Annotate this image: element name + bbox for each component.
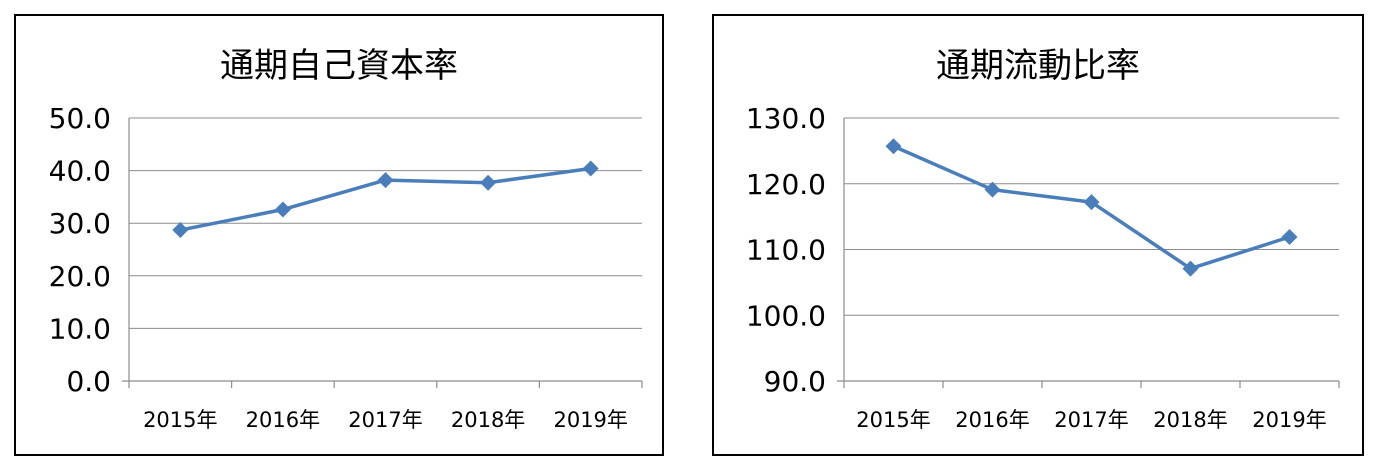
x-tick-label: 2018年 bbox=[1153, 408, 1227, 432]
y-tick-label: 30.0 bbox=[49, 207, 111, 240]
y-tick-label: 120.0 bbox=[746, 168, 826, 201]
y-tick-label: 50.0 bbox=[49, 102, 111, 135]
y-tick-label: 100.0 bbox=[746, 299, 826, 332]
y-tick-label: 40.0 bbox=[49, 155, 111, 188]
x-tick-label: 2017年 bbox=[1054, 408, 1128, 432]
chart-title: 通期自己資本率 bbox=[220, 46, 458, 86]
chart-panel-current-ratio: 通期流動比率 90.0 100.0 110.0 120.0 130.0 2015年 2016… bbox=[712, 14, 1364, 456]
x-tick-label: 2016年 bbox=[246, 408, 320, 432]
x-tick-label: 2015年 bbox=[143, 408, 217, 432]
x-tick-label: 2015年 bbox=[856, 408, 930, 432]
x-tick-label: 2019年 bbox=[553, 408, 627, 432]
y-tick-label: 20.0 bbox=[49, 260, 111, 293]
chart-plot: 0.0 10.0 20.0 30.0 40.0 50.0 2015年 2016年 2017年 20… bbox=[49, 102, 643, 432]
chart-plot: 90.0 100.0 110.0 120.0 130.0 2015年 2016年 2017年 2… bbox=[746, 102, 1340, 432]
data-point-marker bbox=[172, 222, 189, 239]
data-point-marker bbox=[1182, 260, 1199, 277]
chart-panel-equity-ratio: 通期自己資本率 0.0 10.0 20.0 30.0 40.0 50.0 2015年 2016… bbox=[14, 14, 664, 456]
x-tick-label: 2018年 bbox=[451, 408, 525, 432]
data-point-marker bbox=[480, 174, 497, 191]
data-point-marker bbox=[1281, 229, 1298, 246]
x-tick-label: 2019年 bbox=[1252, 408, 1326, 432]
chart-title: 通期流動比率 bbox=[936, 46, 1140, 86]
data-point-marker bbox=[984, 181, 1001, 198]
x-tick-label: 2016年 bbox=[955, 408, 1029, 432]
data-point-marker bbox=[274, 201, 291, 218]
data-point-marker bbox=[582, 160, 599, 177]
y-tick-label: 0.0 bbox=[66, 365, 111, 398]
y-tick-label: 110.0 bbox=[746, 234, 826, 267]
y-tick-label: 10.0 bbox=[49, 312, 111, 345]
data-point-marker bbox=[377, 172, 394, 189]
x-tick-label: 2017年 bbox=[348, 408, 422, 432]
y-tick-label: 90.0 bbox=[764, 365, 826, 398]
y-tick-label: 130.0 bbox=[746, 102, 826, 135]
data-point-marker bbox=[1083, 194, 1100, 211]
data-point-marker bbox=[885, 138, 902, 155]
